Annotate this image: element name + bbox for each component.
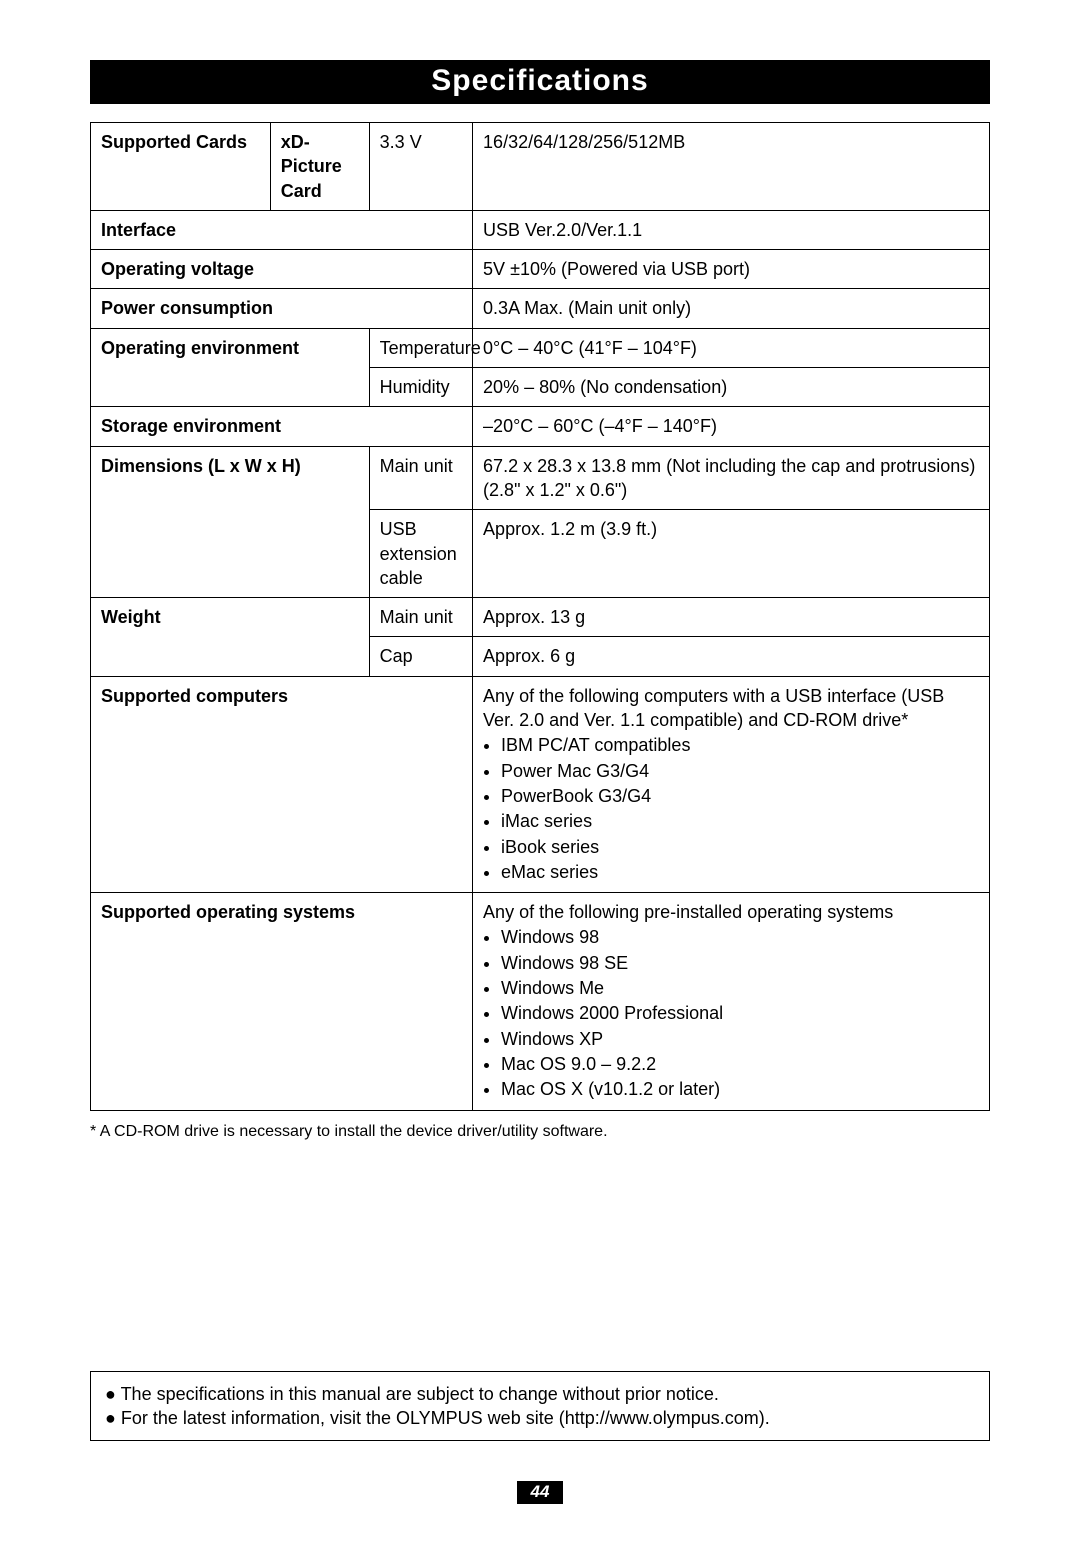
list-item: eMac series — [501, 860, 979, 884]
cell-storage-env-label: Storage environment — [91, 407, 473, 446]
list-item: Windows Me — [501, 976, 979, 1000]
supported-computers-intro: Any of the following computers with a US… — [483, 684, 979, 733]
cell-supported-os-value: Any of the following pre-installed opera… — [473, 893, 990, 1110]
note-line: ● The specifications in this manual are … — [105, 1382, 975, 1406]
cell-dimensions-main-label: Main unit — [369, 446, 472, 510]
page-title: Specifications — [90, 60, 990, 104]
table-row: Weight Main unit Approx. 13 g — [91, 598, 990, 637]
list-item: iBook series — [501, 835, 979, 859]
supported-os-list: Windows 98 Windows 98 SE Windows Me Wind… — [483, 925, 979, 1101]
cell-operating-voltage-label: Operating voltage — [91, 250, 473, 289]
supported-os-intro: Any of the following pre-installed opera… — [483, 900, 979, 924]
cell-supported-computers-label: Supported computers — [91, 676, 473, 892]
table-row: Supported computers Any of the following… — [91, 676, 990, 892]
page-number: 44 — [517, 1481, 564, 1504]
cell-interface-value: USB Ver.2.0/Ver.1.1 — [473, 210, 990, 249]
page-number-wrap: 44 — [90, 1481, 990, 1504]
cell-operating-env-hum-label: Humidity — [369, 368, 472, 407]
footnote: * A CD-ROM drive is necessary to install… — [90, 1123, 990, 1141]
list-item: IBM PC/AT compatibles — [501, 733, 979, 757]
list-item: Windows XP — [501, 1027, 979, 1051]
table-row: Supported operating systems Any of the f… — [91, 893, 990, 1110]
cell-power-consumption-value: 0.3A Max. (Main unit only) — [473, 289, 990, 328]
cell-operating-env-label: Operating environment — [91, 328, 370, 407]
cell-dimensions-label: Dimensions (L x W x H) — [91, 446, 370, 597]
list-item: Mac OS 9.0 – 9.2.2 — [501, 1052, 979, 1076]
notes-box: ● The specifications in this manual are … — [90, 1371, 990, 1442]
cell-weight-cap-value: Approx. 6 g — [473, 637, 990, 676]
cell-operating-env-temp-label: Temperature — [369, 328, 472, 367]
list-item: Windows 98 — [501, 925, 979, 949]
cell-supported-cards-voltage: 3.3 V — [369, 123, 472, 211]
cell-dimensions-main-value: 67.2 x 28.3 x 13.8 mm (Not including the… — [473, 446, 990, 510]
note-line: ● For the latest information, visit the … — [105, 1406, 975, 1430]
cell-operating-voltage-value: 5V ±10% (Powered via USB port) — [473, 250, 990, 289]
cell-dimensions-usb-label: USB extension cable — [369, 510, 472, 598]
table-row: Storage environment –20°C – 60°C (–4°F –… — [91, 407, 990, 446]
table-row: Dimensions (L x W x H) Main unit 67.2 x … — [91, 446, 990, 510]
list-item: Power Mac G3/G4 — [501, 759, 979, 783]
table-row: Power consumption 0.3A Max. (Main unit o… — [91, 289, 990, 328]
table-row: Operating voltage 5V ±10% (Powered via U… — [91, 250, 990, 289]
list-item: iMac series — [501, 809, 979, 833]
specifications-table: Supported Cards xD-Picture Card 3.3 V 16… — [90, 122, 990, 1111]
list-item: Windows 2000 Professional — [501, 1001, 979, 1025]
cell-operating-env-hum-value: 20% – 80% (No condensation) — [473, 368, 990, 407]
table-row: Supported Cards xD-Picture Card 3.3 V 16… — [91, 123, 990, 211]
cell-supported-os-label: Supported operating systems — [91, 893, 473, 1110]
cell-weight-main-label: Main unit — [369, 598, 472, 637]
cell-supported-computers-value: Any of the following computers with a US… — [473, 676, 990, 892]
cell-supported-cards-label: Supported Cards — [91, 123, 271, 211]
cell-operating-env-temp-value: 0°C – 40°C (41°F – 104°F) — [473, 328, 990, 367]
cell-power-consumption-label: Power consumption — [91, 289, 473, 328]
cell-weight-cap-label: Cap — [369, 637, 472, 676]
table-row: Operating environment Temperature 0°C – … — [91, 328, 990, 367]
supported-computers-list: IBM PC/AT compatibles Power Mac G3/G4 Po… — [483, 733, 979, 884]
cell-storage-env-value: –20°C – 60°C (–4°F – 140°F) — [473, 407, 990, 446]
list-item: Windows 98 SE — [501, 951, 979, 975]
cell-dimensions-usb-value: Approx. 1.2 m (3.9 ft.) — [473, 510, 990, 598]
cell-supported-cards-type: xD-Picture Card — [270, 123, 369, 211]
cell-weight-main-value: Approx. 13 g — [473, 598, 990, 637]
list-item: PowerBook G3/G4 — [501, 784, 979, 808]
cell-weight-label: Weight — [91, 598, 370, 677]
cell-supported-cards-value: 16/32/64/128/256/512MB — [473, 123, 990, 211]
cell-interface-label: Interface — [91, 210, 473, 249]
list-item: Mac OS X (v10.1.2 or later) — [501, 1077, 979, 1101]
table-row: Interface USB Ver.2.0/Ver.1.1 — [91, 210, 990, 249]
